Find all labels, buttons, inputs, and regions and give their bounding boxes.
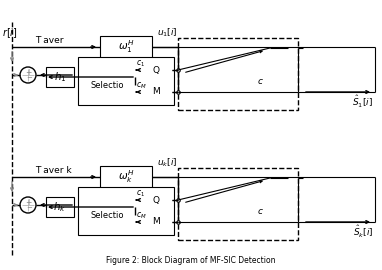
Text: $h_1$: $h_1$ (54, 70, 66, 84)
Text: c: c (257, 207, 262, 215)
Bar (140, 190, 172, 210)
Text: $\omega_1^H$: $\omega_1^H$ (118, 39, 134, 55)
Text: T aver k: T aver k (35, 166, 72, 175)
Text: $c_M$: $c_M$ (136, 211, 147, 221)
Text: M: M (152, 87, 160, 96)
Text: Selectio: Selectio (91, 80, 124, 89)
Text: −: − (26, 205, 32, 211)
Bar (46, 67, 74, 87)
Text: +: + (25, 68, 31, 77)
Text: $\omega_k^H$: $\omega_k^H$ (118, 168, 134, 185)
Text: c: c (257, 76, 262, 86)
Text: $c_1$: $c_1$ (136, 59, 145, 69)
Bar (78, 57, 174, 105)
Text: Selectio: Selectio (91, 211, 124, 220)
Text: $u_k[i]$: $u_k[i]$ (157, 157, 177, 169)
Bar (100, 36, 152, 58)
Text: Q: Q (152, 195, 160, 204)
Bar (80, 75, 135, 95)
Bar (140, 212, 172, 232)
Text: +: + (25, 198, 31, 207)
Bar (100, 166, 152, 188)
Bar (140, 82, 172, 102)
Text: $\hat{S}_k[i]$: $\hat{S}_k[i]$ (353, 224, 373, 240)
Text: T aver: T aver (35, 36, 63, 45)
Text: Q: Q (152, 66, 160, 75)
Text: M: M (152, 218, 160, 227)
Text: $u_1[i]$: $u_1[i]$ (157, 26, 178, 39)
Bar (46, 197, 74, 217)
Bar (140, 60, 172, 80)
Bar (80, 205, 135, 225)
Bar (178, 38, 298, 110)
Text: $h_k$: $h_k$ (53, 200, 66, 214)
Text: Figure 2: Block Diagram of MF-SIC Detection: Figure 2: Block Diagram of MF-SIC Detect… (106, 256, 276, 265)
Bar (78, 187, 174, 235)
Text: $c_M$: $c_M$ (136, 80, 147, 91)
Text: $c_1$: $c_1$ (136, 188, 145, 199)
Text: −: − (26, 76, 32, 82)
Bar (178, 168, 298, 240)
Text: $r[i]$: $r[i]$ (2, 26, 18, 40)
Text: $\hat{S}_1[i]$: $\hat{S}_1[i]$ (352, 94, 373, 110)
